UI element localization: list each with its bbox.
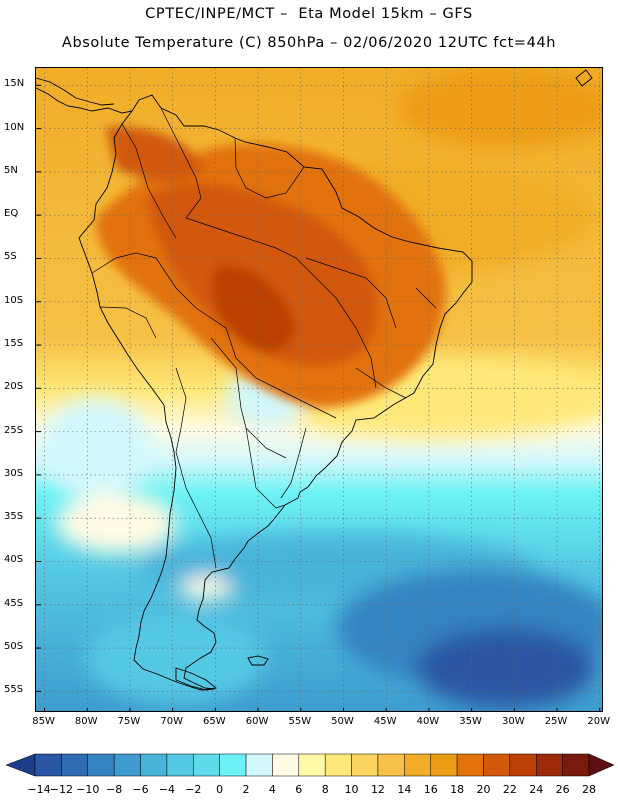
colorbar-label: −8 — [106, 783, 123, 796]
color-scale-bar — [5, 753, 615, 777]
longitude-label: 35W — [459, 716, 482, 727]
colorbar-box — [272, 753, 300, 777]
latitude-label: 35S — [4, 511, 24, 523]
colorbar-high-end — [588, 753, 615, 777]
colorbar-label: 2 — [242, 783, 250, 796]
central-america-north-coast — [36, 77, 115, 106]
coastlines — [36, 69, 593, 691]
central-america-coastline — [36, 87, 133, 114]
colorbar-label: −10 — [76, 783, 100, 796]
latitude-label: 30S — [4, 467, 24, 479]
colorbar-box — [456, 753, 484, 777]
colorbar-box — [324, 753, 352, 777]
colorbar-box — [298, 753, 326, 777]
latitude-label: EQ — [4, 208, 19, 220]
longitude-label: 20W — [587, 716, 611, 727]
colorbar-box — [430, 753, 458, 777]
latitude-label: 10N — [4, 121, 25, 133]
latitude-label: 20S — [4, 381, 24, 393]
colorbar-label: −4 — [158, 783, 175, 796]
longitude-label: 40W — [416, 716, 440, 727]
map-title: CPTEC/INPE/MCT – Eta Model 15km – GFS — [145, 6, 473, 22]
longitude-label: 55W — [288, 716, 312, 727]
colorbar-label: 20 — [476, 783, 491, 796]
latitude-label: 50S — [4, 641, 24, 653]
colorbar-box — [219, 753, 247, 777]
colorbar-box — [535, 753, 563, 777]
colorbar-box — [61, 753, 89, 777]
colorbar-box — [193, 753, 220, 777]
political-borders — [91, 107, 437, 569]
colorbar-box — [351, 753, 379, 777]
colorbar-box — [245, 753, 273, 777]
caribbean-coast — [575, 69, 593, 87]
colorbar-label: 26 — [555, 783, 570, 796]
colorbar-label: 12 — [370, 783, 385, 796]
longitude-label: 60W — [245, 716, 269, 727]
latitude-label: 5S — [4, 251, 17, 263]
colorbar-box — [377, 753, 405, 777]
latitude-label: 10S — [4, 294, 24, 306]
latitude-label: 25S — [4, 424, 24, 436]
longitude-label: 50W — [331, 716, 354, 727]
colorbar-box — [113, 753, 141, 777]
graticule-grid — [36, 68, 602, 711]
tierra-del-fuego — [175, 667, 218, 691]
south-america-coastline — [78, 94, 473, 691]
latitude-label: 15S — [4, 338, 24, 350]
temperature-field-hot-core — [96, 127, 446, 408]
colorbar-label: 22 — [502, 783, 517, 796]
colorbar-box — [34, 753, 62, 777]
colorbar-label: −14 — [27, 783, 51, 796]
colorbar-label: 24 — [529, 783, 544, 796]
colorbar-box — [87, 753, 115, 777]
temperature-map — [36, 68, 602, 711]
colorbar-low-end — [5, 753, 36, 777]
colorbar-box — [483, 753, 511, 777]
map-frame — [35, 67, 603, 712]
latitude-label: 40S — [4, 554, 24, 566]
colorbar-box — [166, 753, 194, 777]
latitude-label: 15N — [4, 78, 25, 90]
latitude-label: 55S — [4, 684, 24, 696]
longitude-label: 65W — [203, 716, 226, 727]
colorbar-box — [404, 753, 431, 777]
colorbar-label: −6 — [132, 783, 149, 796]
longitude-label: 25W — [544, 716, 568, 727]
colorbar-label: 6 — [295, 783, 303, 796]
latitude-label: 5N — [4, 164, 18, 176]
longitude-label: 45W — [373, 716, 397, 727]
colorbar-label: 0 — [216, 783, 224, 796]
colorbar-box — [509, 753, 537, 777]
latitude-label: 45S — [4, 597, 24, 609]
colorbar-label: 14 — [397, 783, 412, 796]
colorbar-label: 18 — [450, 783, 465, 796]
colorbar-label: 16 — [423, 783, 438, 796]
longitude-label: 75W — [117, 716, 141, 727]
map-subtitle: Absolute Temperature (C) 850hPa – 02/06/… — [61, 35, 557, 51]
colorbar-label: −12 — [49, 783, 73, 796]
longitude-label: 30W — [502, 716, 525, 727]
colorbar-box — [140, 753, 168, 777]
colorbar-label: −2 — [185, 783, 202, 796]
longitude-label: 85W — [32, 716, 55, 727]
longitude-label: 80W — [74, 716, 98, 727]
colorbar-label: 10 — [344, 783, 359, 796]
colorbar-label: 28 — [582, 783, 596, 796]
colorbar-label: 4 — [268, 783, 276, 796]
malvinas-islands — [247, 655, 269, 666]
colorbar-label: 8 — [321, 783, 329, 796]
colorbar-box — [562, 753, 590, 777]
longitude-label: 70W — [160, 716, 183, 727]
